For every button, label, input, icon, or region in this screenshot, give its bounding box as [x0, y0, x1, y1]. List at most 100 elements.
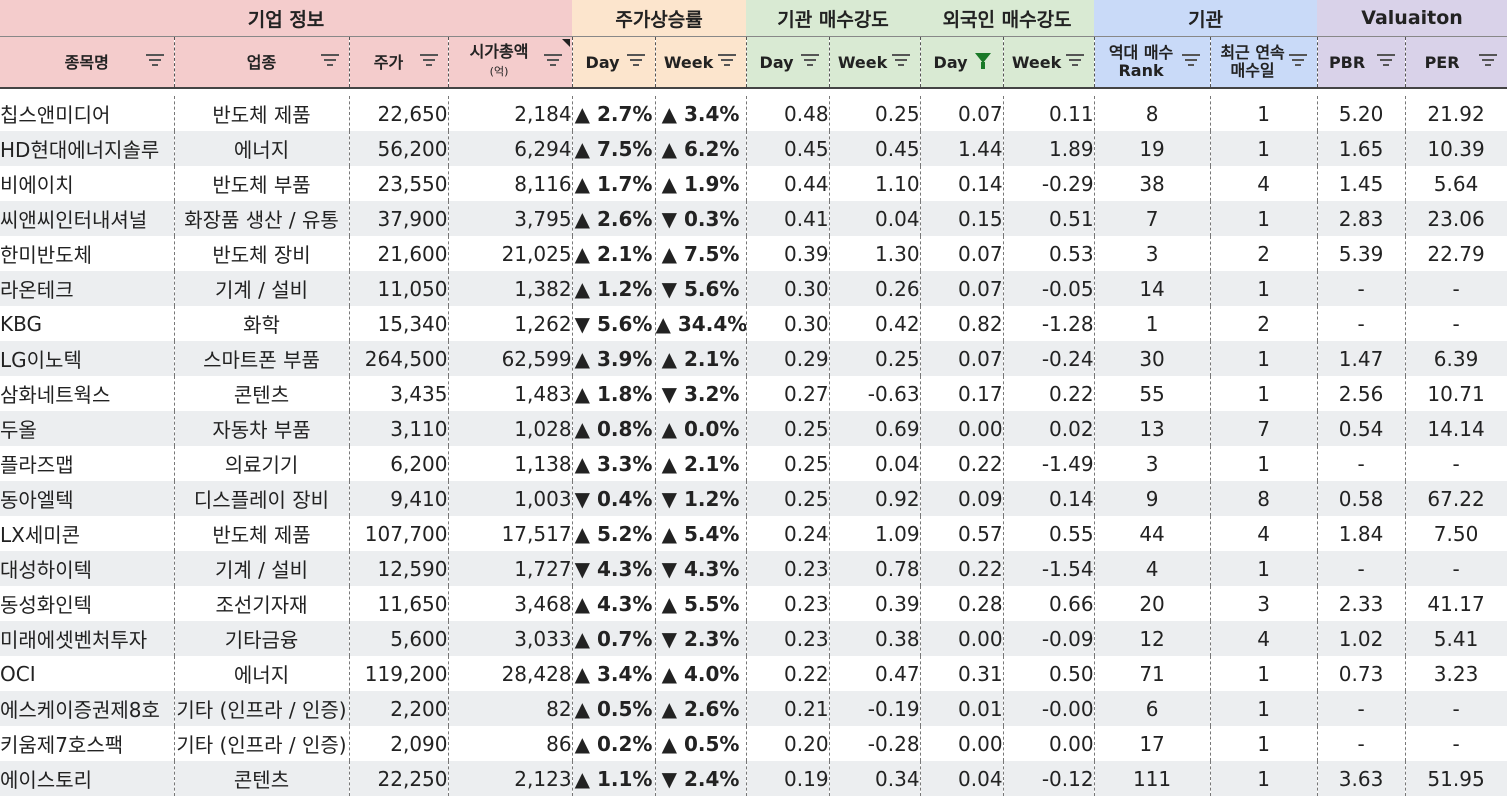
cell-inst-day[interactable]: 0.25: [746, 446, 830, 481]
cell-name[interactable]: OCI: [0, 656, 175, 691]
cell-name[interactable]: 라온테크: [0, 271, 175, 306]
cell-streak[interactable]: 1: [1210, 726, 1318, 761]
cell-sector[interactable]: 조선기자재: [174, 586, 350, 621]
cell-name[interactable]: 에이스토리: [0, 761, 175, 796]
cell-mcap[interactable]: 1,382: [448, 271, 573, 306]
cell-foreign-day[interactable]: 0.14: [920, 166, 1004, 201]
cell-mcap[interactable]: 86: [448, 726, 573, 761]
cell-price[interactable]: 5,600: [349, 621, 449, 656]
cell-foreign-week[interactable]: 0.11: [1003, 96, 1095, 131]
header-inst-day[interactable]: Day: [746, 36, 830, 89]
cell-price[interactable]: 22,250: [349, 761, 449, 796]
cell-per[interactable]: 10.71: [1405, 376, 1507, 411]
filter-icon[interactable]: [891, 54, 910, 68]
cell-foreign-week[interactable]: 1.89: [1003, 131, 1095, 166]
cell-sector[interactable]: 기계 / 설비: [174, 551, 350, 586]
cell-streak[interactable]: 1: [1210, 131, 1318, 166]
header-rank[interactable]: 역대 매수 Rank: [1094, 36, 1211, 89]
cell-foreign-week[interactable]: -0.12: [1003, 761, 1095, 796]
cell-per[interactable]: 67.22: [1405, 481, 1507, 516]
cell-price-day[interactable]: ▲ 7.5%: [572, 131, 656, 166]
cell-inst-day[interactable]: 0.30: [746, 271, 830, 306]
cell-foreign-week[interactable]: -1.28: [1003, 306, 1095, 341]
cell-mcap[interactable]: 1,727: [448, 551, 573, 586]
cell-foreign-week[interactable]: 0.00: [1003, 726, 1095, 761]
cell-foreign-day[interactable]: 0.82: [920, 306, 1004, 341]
header-inst-week[interactable]: Week: [829, 36, 921, 89]
cell-rank[interactable]: 44: [1094, 516, 1211, 551]
cell-sector[interactable]: 콘텐츠: [174, 376, 350, 411]
cell-foreign-day[interactable]: 0.07: [920, 96, 1004, 131]
cell-mcap[interactable]: 1,262: [448, 306, 573, 341]
cell-foreign-day[interactable]: 0.31: [920, 656, 1004, 691]
cell-inst-week[interactable]: 0.04: [829, 446, 921, 481]
cell-streak[interactable]: 4: [1210, 166, 1318, 201]
table-row[interactable]: 키움제7호스팩 기타 (인프라 / 인증) 2,090 86 ▲ 0.2% ▲ 0.5% 0…: [0, 726, 1507, 761]
cell-streak[interactable]: 1: [1210, 691, 1318, 726]
cell-streak[interactable]: 2: [1210, 236, 1318, 271]
cell-price-week[interactable]: ▲ 7.5%: [655, 236, 747, 271]
cell-price-day[interactable]: ▼ 0.4%: [572, 481, 656, 516]
header-price-week[interactable]: Week: [655, 36, 747, 89]
cell-inst-day[interactable]: 0.23: [746, 586, 830, 621]
cell-price[interactable]: 11,650: [349, 586, 449, 621]
cell-mcap[interactable]: 1,028: [448, 411, 573, 446]
cell-name[interactable]: LX세미콘: [0, 516, 175, 551]
cell-name[interactable]: 미래에셋벤처투자: [0, 621, 175, 656]
cell-foreign-week[interactable]: 0.22: [1003, 376, 1095, 411]
cell-inst-week[interactable]: 1.30: [829, 236, 921, 271]
cell-sector[interactable]: 기타 (인프라 / 인증): [174, 691, 350, 726]
filter-icon[interactable]: [1376, 54, 1395, 68]
cell-name[interactable]: 두올: [0, 411, 175, 446]
cell-inst-week[interactable]: 0.69: [829, 411, 921, 446]
cell-inst-day[interactable]: 0.27: [746, 376, 830, 411]
cell-foreign-week[interactable]: -0.00: [1003, 691, 1095, 726]
cell-inst-week[interactable]: 0.45: [829, 131, 921, 166]
cell-rank[interactable]: 7: [1094, 201, 1211, 236]
cell-foreign-day[interactable]: 0.04: [920, 761, 1004, 796]
table-row[interactable]: LG이노텍 스마트폰 부품 264,500 62,599 ▲ 3.9% ▲ 2.1% 0.2…: [0, 341, 1507, 376]
cell-per[interactable]: -: [1405, 691, 1507, 726]
table-row[interactable]: KBG 화학 15,340 1,262 ▼ 5.6% ▲ 34.4% 0.30 0.42 0.8…: [0, 306, 1507, 341]
table-row[interactable]: 삼화네트웍스 콘텐츠 3,435 1,483 ▲ 1.8% ▼ 3.2% 0.27 -0.63…: [0, 376, 1507, 411]
cell-pbr[interactable]: 1.84: [1317, 516, 1406, 551]
cell-foreign-week[interactable]: -0.05: [1003, 271, 1095, 306]
cell-rank[interactable]: 19: [1094, 131, 1211, 166]
cell-inst-week[interactable]: 0.04: [829, 201, 921, 236]
cell-streak[interactable]: 1: [1210, 446, 1318, 481]
cell-foreign-week[interactable]: 0.51: [1003, 201, 1095, 236]
cell-price[interactable]: 22,650: [349, 96, 449, 131]
cell-name[interactable]: 대성하이텍: [0, 551, 175, 586]
cell-per[interactable]: -: [1405, 726, 1507, 761]
cell-streak[interactable]: 1: [1210, 341, 1318, 376]
cell-foreign-day[interactable]: 0.22: [920, 551, 1004, 586]
cell-streak[interactable]: 1: [1210, 96, 1318, 131]
cell-price-week[interactable]: ▼ 2.4%: [655, 761, 747, 796]
cell-sector[interactable]: 반도체 제품: [174, 96, 350, 131]
cell-mcap[interactable]: 2,184: [448, 96, 573, 131]
cell-price-day[interactable]: ▲ 0.5%: [572, 691, 656, 726]
cell-per[interactable]: 7.50: [1405, 516, 1507, 551]
cell-pbr[interactable]: -: [1317, 551, 1406, 586]
cell-sector[interactable]: 반도체 장비: [174, 236, 350, 271]
cell-rank[interactable]: 71: [1094, 656, 1211, 691]
cell-price-day[interactable]: ▲ 0.7%: [572, 621, 656, 656]
cell-price-week[interactable]: ▲ 3.4%: [655, 96, 747, 131]
cell-per[interactable]: 23.06: [1405, 201, 1507, 236]
table-row[interactable]: 플라즈맵 의료기기 6,200 1,138 ▲ 3.3% ▲ 2.1% 0.25 0.04 0.…: [0, 446, 1507, 481]
cell-price-week[interactable]: ▲ 4.0%: [655, 656, 747, 691]
header-price-day[interactable]: Day: [572, 36, 656, 89]
cell-per[interactable]: 14.14: [1405, 411, 1507, 446]
cell-per[interactable]: -: [1405, 306, 1507, 341]
table-row[interactable]: 칩스앤미디어 반도체 제품 22,650 2,184 ▲ 2.7% ▲ 3.4% 0.48 0…: [0, 96, 1507, 131]
cell-inst-day[interactable]: 0.25: [746, 411, 830, 446]
cell-inst-week[interactable]: 0.38: [829, 621, 921, 656]
cell-sector[interactable]: 콘텐츠: [174, 761, 350, 796]
cell-rank[interactable]: 14: [1094, 271, 1211, 306]
cell-inst-day[interactable]: 0.22: [746, 656, 830, 691]
filter-icon[interactable]: [1478, 54, 1497, 68]
cell-per[interactable]: 22.79: [1405, 236, 1507, 271]
cell-sector[interactable]: 스마트폰 부품: [174, 341, 350, 376]
cell-sector[interactable]: 화장품 생산 / 유통: [174, 201, 350, 236]
cell-inst-day[interactable]: 0.23: [746, 621, 830, 656]
